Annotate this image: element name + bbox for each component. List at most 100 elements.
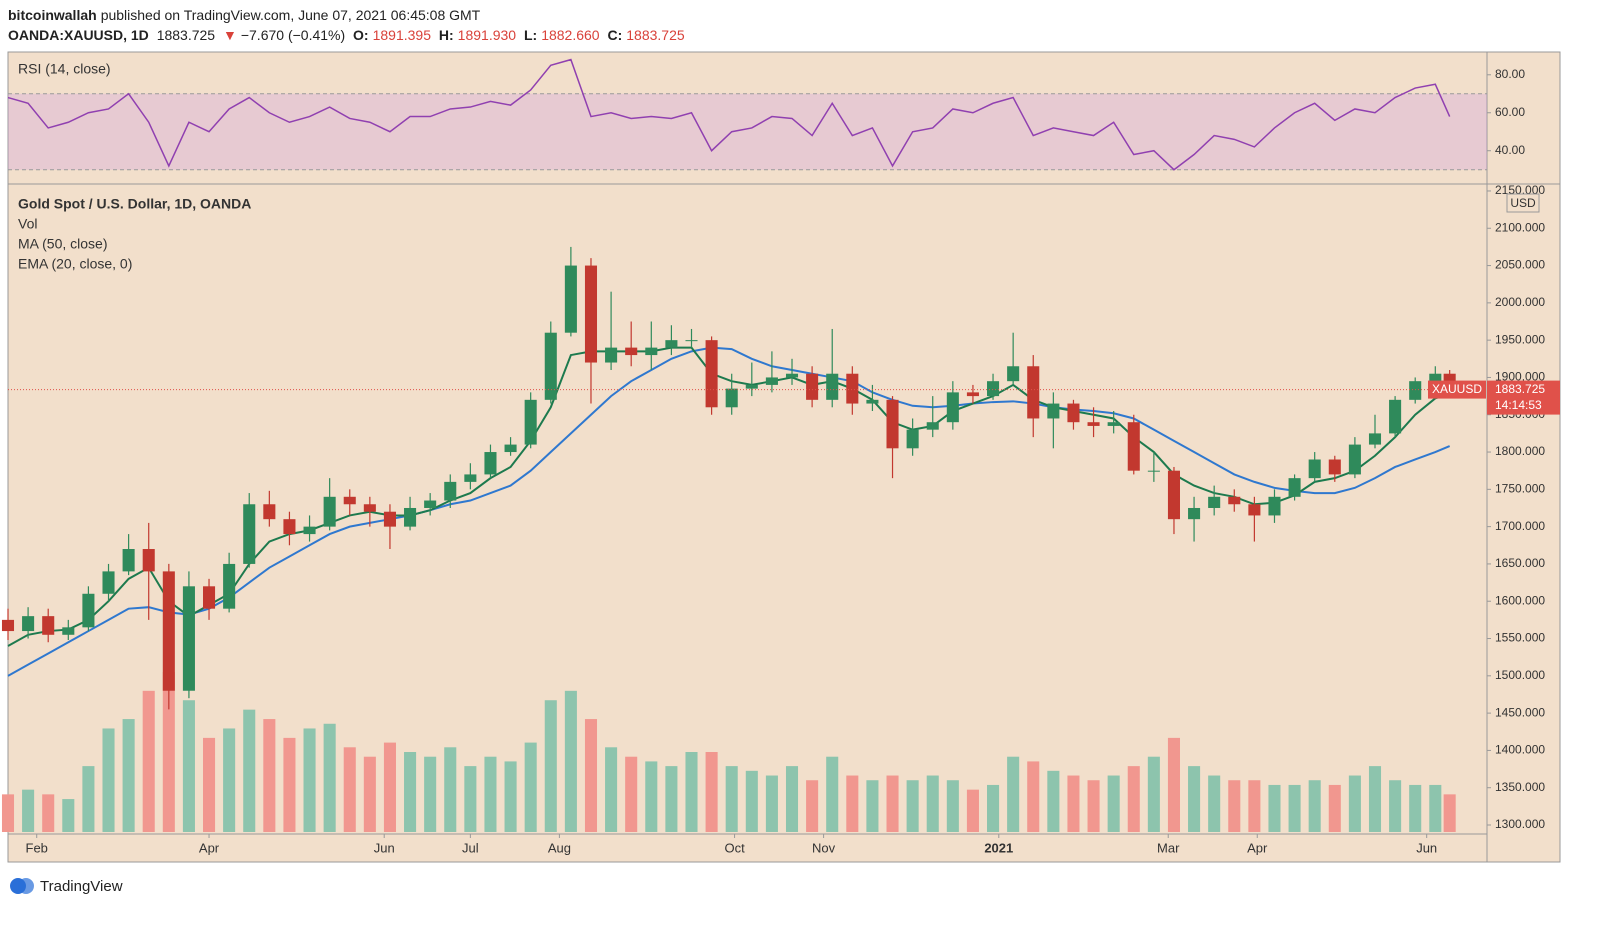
volume-bar xyxy=(806,780,819,832)
low-label: L: xyxy=(523,27,538,43)
currency: USD xyxy=(1510,196,1536,210)
candle-body xyxy=(484,452,497,475)
candle-body xyxy=(122,549,135,572)
chart-background xyxy=(8,52,1560,862)
symbol-label: XAUUSD xyxy=(1432,382,1482,396)
volume-bar xyxy=(1368,766,1382,832)
x-tick-label: Jul xyxy=(462,840,479,855)
rsi-tick-label: 60.00 xyxy=(1495,105,1525,119)
price: 1883.725 xyxy=(156,27,216,43)
volume-bar xyxy=(1228,780,1241,832)
candle-body xyxy=(1147,470,1160,472)
volume-bar xyxy=(1208,775,1221,832)
high-value: 1891.930 xyxy=(457,27,517,43)
volume-bar xyxy=(182,700,195,832)
published: published on TradingView.com, June 07, 2… xyxy=(100,7,481,23)
symbol-box xyxy=(1428,380,1486,399)
volume-bar xyxy=(1308,780,1321,832)
chart-frame xyxy=(7,51,1561,863)
x-tick-label: Aug xyxy=(548,840,571,855)
candle-body xyxy=(162,571,175,691)
volume-bar xyxy=(22,789,35,832)
volume-bar xyxy=(323,723,336,832)
candle-body xyxy=(1127,422,1140,471)
chart-title: Gold Spot / U.S. Dollar, 1D, OANDA xyxy=(18,196,251,212)
volume-bar xyxy=(1188,766,1201,832)
change-arrow: ▼ xyxy=(222,27,237,43)
volume-bar xyxy=(625,756,638,832)
volume-bar xyxy=(725,766,738,832)
volume-bar xyxy=(1087,780,1100,832)
volume-bar xyxy=(1107,775,1120,832)
volume-bar xyxy=(1443,794,1456,832)
candle-body xyxy=(343,496,356,505)
candle-body xyxy=(1288,478,1301,497)
rsi-line xyxy=(7,58,1451,171)
volume-bar xyxy=(102,728,115,832)
volume-bar xyxy=(363,756,376,832)
volume-bar xyxy=(404,752,417,832)
volume-bar xyxy=(826,756,839,832)
candle-body xyxy=(202,586,216,609)
candle-body xyxy=(524,399,537,445)
tradingview-logo xyxy=(10,878,34,894)
candle-body xyxy=(404,507,417,527)
y-tick-label: 1700.000 xyxy=(1495,519,1545,533)
header-line-1: bitcoinwallah published on TradingView.co… xyxy=(8,5,689,25)
candle-body xyxy=(946,392,959,423)
volume-bar xyxy=(202,737,216,832)
y-tick-label: 1900.000 xyxy=(1495,370,1545,384)
ema-legend: EMA (20, close, 0) xyxy=(18,256,132,272)
volume-bar xyxy=(1007,756,1020,832)
y-tick-label: 1950.000 xyxy=(1495,332,1545,346)
x-tick-label: Apr xyxy=(1247,840,1268,855)
volume-bar xyxy=(1389,780,1402,832)
open-value: 1891.395 xyxy=(372,27,431,43)
y-tick-label: 1300.000 xyxy=(1495,817,1545,831)
volume-bar xyxy=(1127,766,1140,832)
volume-bar xyxy=(886,775,899,832)
candle-body xyxy=(1429,373,1442,382)
volume-bar xyxy=(1268,784,1281,832)
header: bitcoinwallah published on TradingView.co… xyxy=(8,5,689,45)
y-tick-label: 1800.000 xyxy=(1495,444,1545,458)
y-tick-label: 1750.000 xyxy=(1495,482,1545,496)
y-tick-label: 2100.000 xyxy=(1495,220,1545,234)
candle-body xyxy=(1228,496,1241,505)
rsi-legend: RSI (14, close) xyxy=(18,61,111,77)
price-pane xyxy=(1,246,1456,832)
volume-bar xyxy=(444,747,457,832)
y-tick-label: 1450.000 xyxy=(1495,705,1545,719)
x-tick-label: 2021 xyxy=(984,840,1013,855)
x-tick-label: Feb xyxy=(26,840,48,855)
candle-body xyxy=(1007,366,1020,382)
candle-body xyxy=(62,627,75,635)
volume-bar xyxy=(946,780,959,832)
y-tick-label: 2050.000 xyxy=(1495,258,1545,272)
candle-body xyxy=(605,347,618,363)
candle-body xyxy=(1,619,15,632)
candle-body xyxy=(22,616,35,632)
candle-body xyxy=(102,571,115,594)
volume-bar xyxy=(705,752,718,832)
candle-body xyxy=(504,444,517,453)
candle-body xyxy=(1047,403,1060,419)
volume-bar xyxy=(906,780,919,832)
volume-bar xyxy=(1167,737,1180,832)
change: −7.670 (−0.41%) xyxy=(240,27,346,43)
y-tick-label: 1650.000 xyxy=(1495,556,1545,570)
candle-body xyxy=(323,496,336,527)
volume-bar xyxy=(1348,775,1361,832)
candle-body xyxy=(665,340,678,348)
volume-bar xyxy=(605,747,618,832)
volume-bar xyxy=(1047,770,1060,832)
volume-bar xyxy=(162,672,175,832)
volume-bar xyxy=(987,784,1000,832)
volume-bar xyxy=(1,794,15,832)
candle-body xyxy=(745,384,758,389)
candle-body xyxy=(1067,403,1080,423)
candle-body xyxy=(966,392,979,397)
volume-bar xyxy=(504,761,517,832)
